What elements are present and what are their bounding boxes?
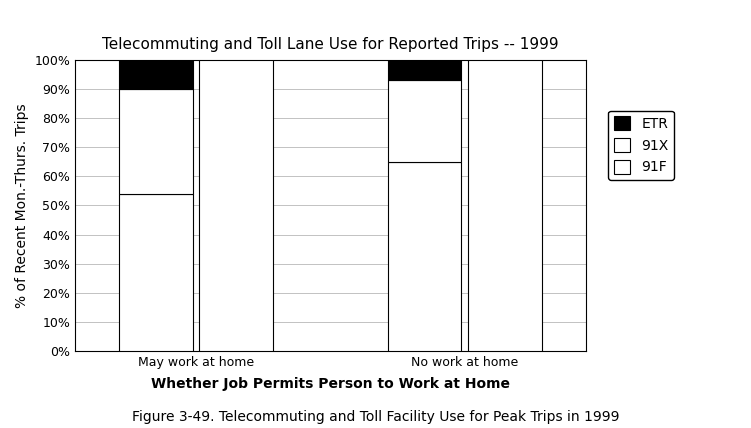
Bar [119, 194, 193, 351]
Bar [119, 89, 193, 194]
Y-axis label: % of Recent Mon.-Thurs. Trips: % of Recent Mon.-Thurs. Trips [15, 103, 29, 308]
X-axis label: Whether Job Permits Person to Work at Home: Whether Job Permits Person to Work at Ho… [151, 377, 510, 391]
Text: Figure 3-49. Telecommuting and Toll Facility Use for Peak Trips in 1999: Figure 3-49. Telecommuting and Toll Faci… [131, 410, 620, 424]
Bar [200, 60, 273, 351]
Bar [388, 60, 461, 80]
Legend: ETR, 91X, 91F: ETR, 91X, 91F [608, 110, 674, 180]
Bar [388, 80, 461, 162]
Title: Telecommuting and Toll Lane Use for Reported Trips -- 1999: Telecommuting and Toll Lane Use for Repo… [102, 37, 559, 52]
Bar [468, 60, 542, 351]
Bar [119, 60, 193, 89]
Bar [388, 162, 461, 351]
